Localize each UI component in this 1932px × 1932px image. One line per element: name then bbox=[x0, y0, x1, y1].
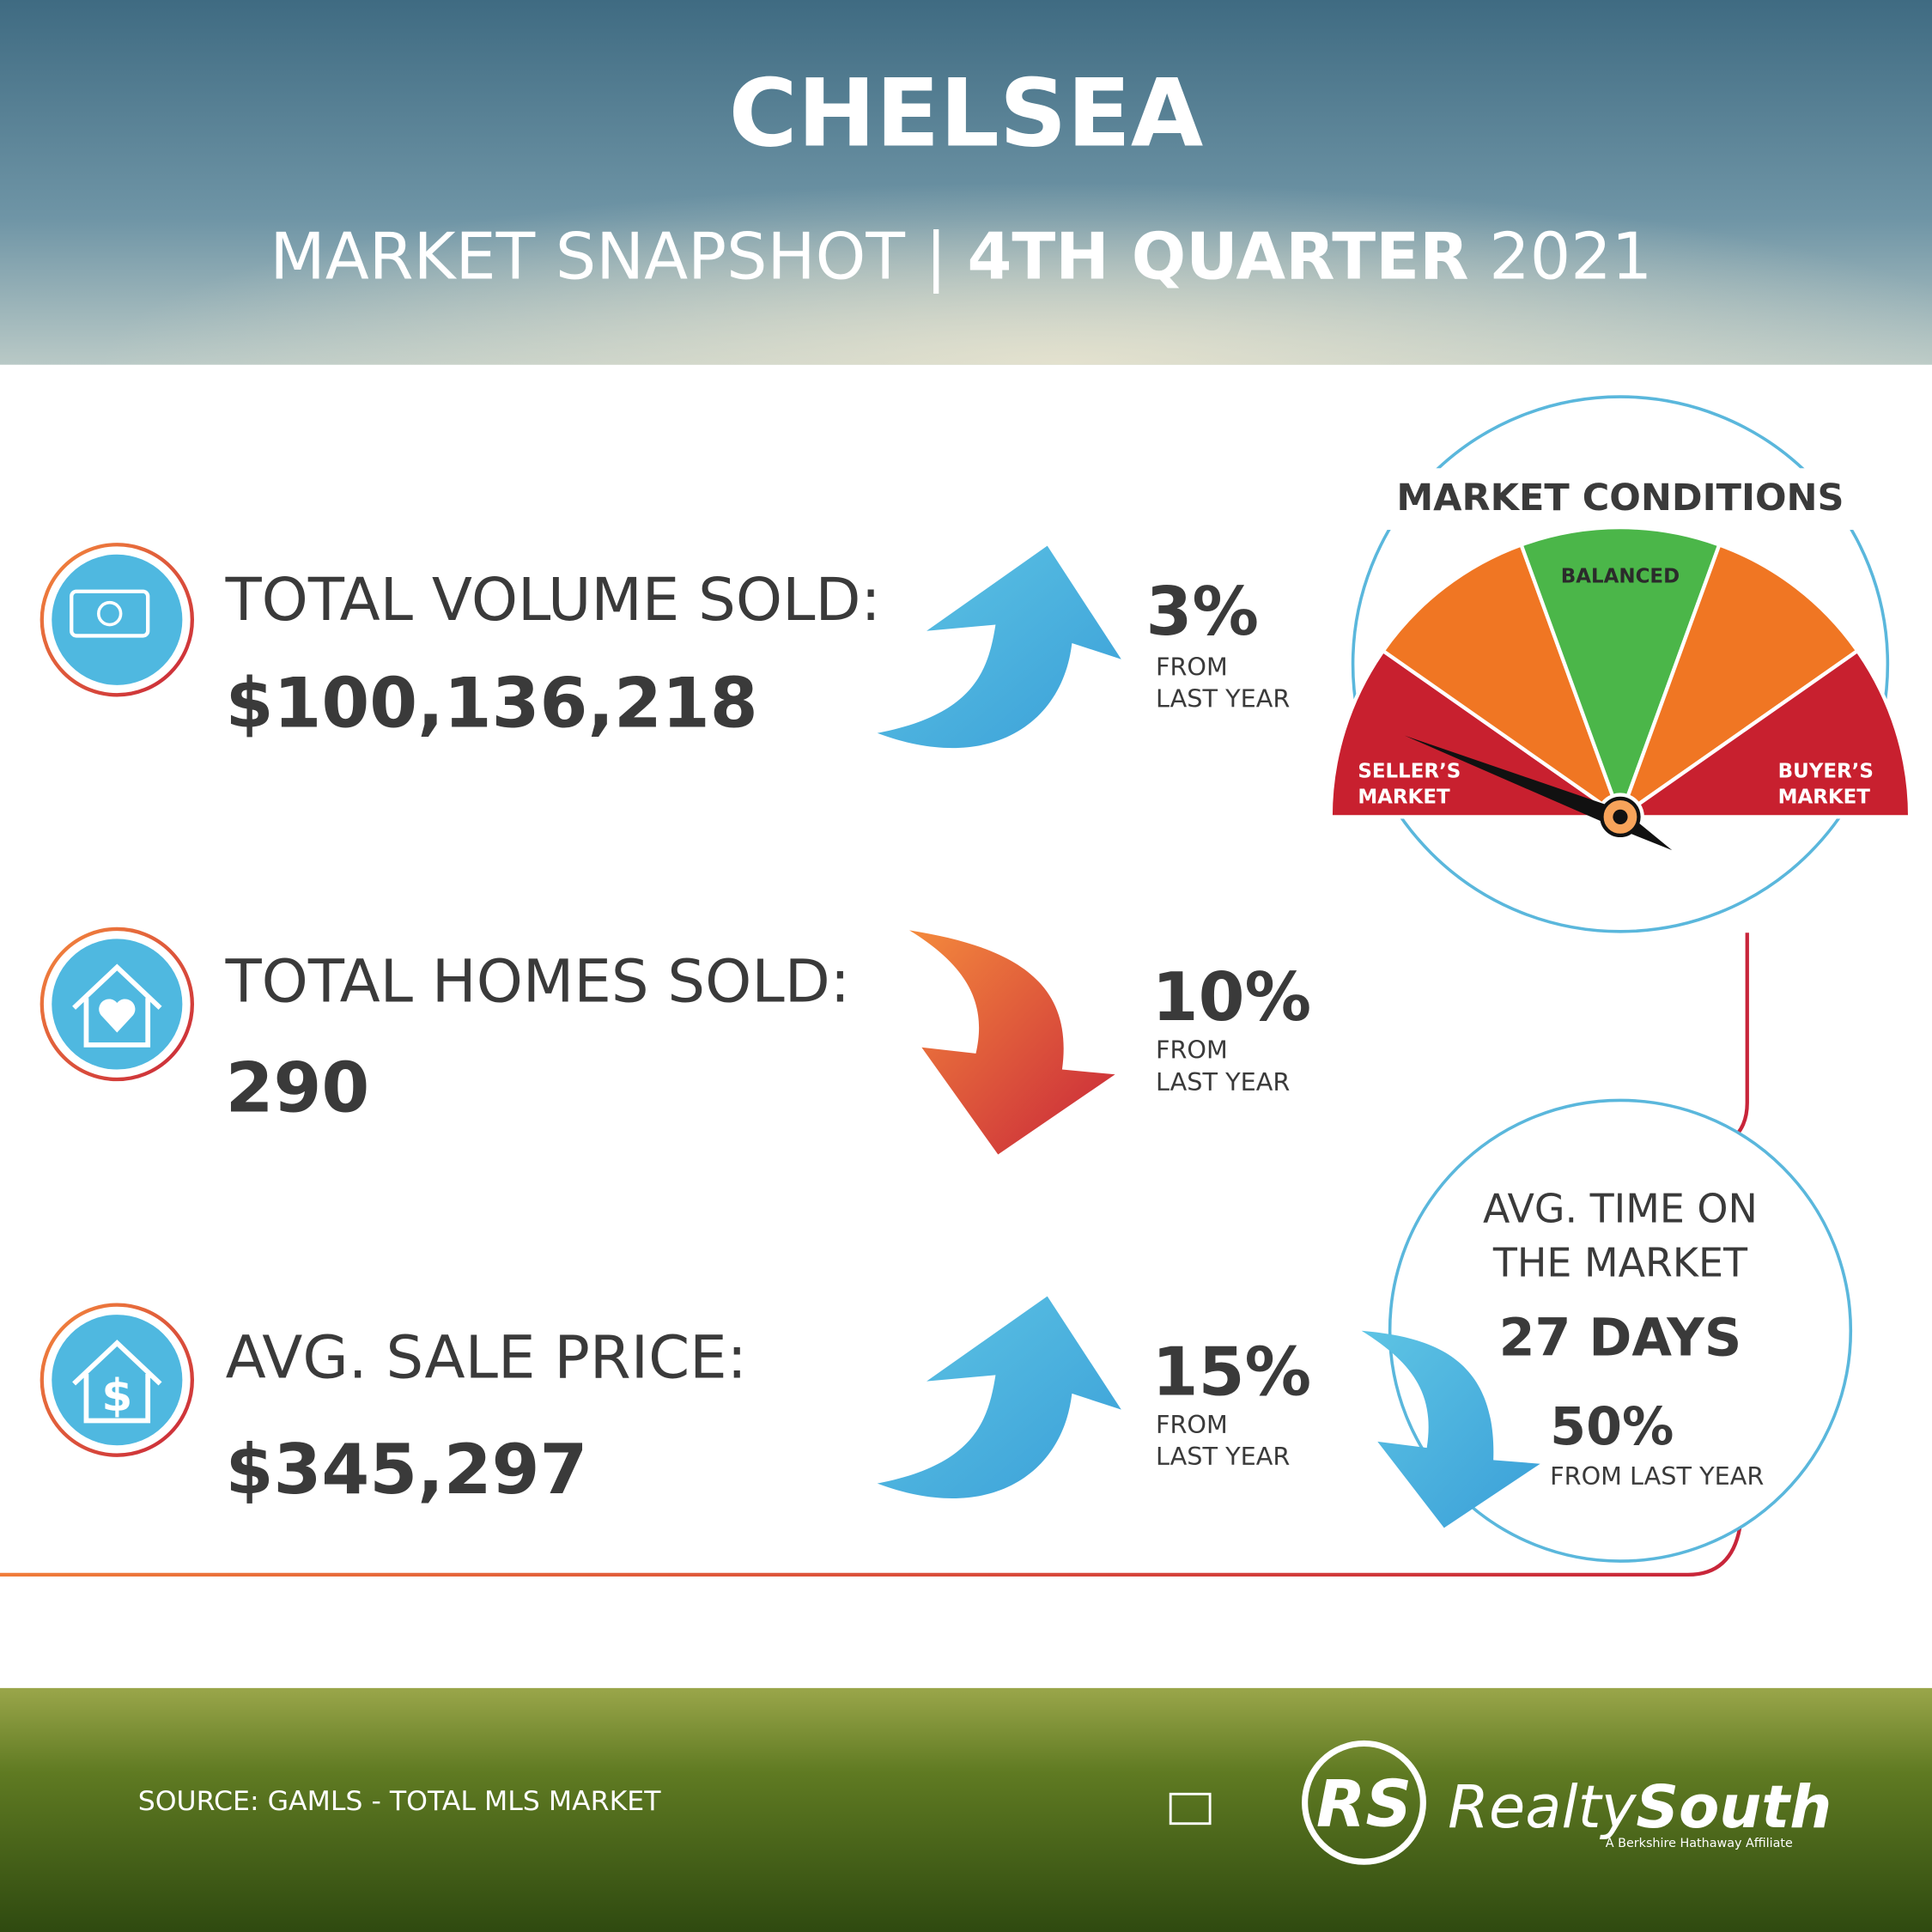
year: 2021 bbox=[1489, 219, 1652, 294]
icon-ring bbox=[39, 1303, 195, 1457]
metric-value: $345,297 bbox=[226, 1429, 588, 1510]
metric-label: TOTAL HOMES SOLD: bbox=[225, 948, 850, 1017]
time-note: FROM LAST YEAR bbox=[1550, 1461, 1764, 1491]
metric-note: LAST YEAR bbox=[1156, 1442, 1290, 1471]
metric-label: AVG. SALE PRICE: bbox=[226, 1323, 747, 1392]
time-change: 50% bbox=[1550, 1397, 1674, 1457]
metric-note: LAST YEAR bbox=[1156, 1067, 1290, 1097]
gauge-segment bbox=[1636, 647, 1912, 819]
gauge bbox=[1328, 526, 1912, 819]
metric-change: 15% bbox=[1152, 1334, 1311, 1411]
metric-note: FROM bbox=[1156, 1410, 1228, 1439]
dollar-glyph: $ bbox=[101, 1370, 132, 1422]
up-arrow bbox=[877, 545, 1121, 749]
bill bbox=[70, 589, 150, 638]
subtitle-lead: MARKET SNAPSHOT bbox=[270, 219, 905, 294]
equal-housing-icon bbox=[1169, 1792, 1212, 1826]
time-circle bbox=[1388, 1098, 1853, 1563]
icon-ring bbox=[39, 543, 195, 697]
quarter: 4TH QUARTER bbox=[967, 219, 1468, 294]
time-value: 27 DAYS bbox=[1499, 1308, 1742, 1368]
down-arrow bbox=[908, 930, 1115, 1155]
time-label: THE MARKET bbox=[1492, 1240, 1748, 1286]
metric-value: $100,136,218 bbox=[226, 663, 758, 744]
house bbox=[72, 1340, 162, 1424]
icon-ring bbox=[39, 927, 195, 1082]
gauge-segment bbox=[1380, 542, 1615, 807]
header-glow bbox=[0, 0, 1932, 365]
icons: $ bbox=[39, 543, 195, 1457]
needle-pin bbox=[1613, 809, 1628, 824]
metric-change: 3% bbox=[1146, 574, 1260, 651]
gauge-label: BUYER’S bbox=[1778, 760, 1874, 782]
gauge-segment bbox=[1625, 542, 1861, 807]
metric-note: FROM bbox=[1156, 652, 1228, 681]
gauge-label: MARKET bbox=[1358, 787, 1450, 809]
heart bbox=[99, 999, 136, 1033]
gauge-label: BALANCED bbox=[1561, 566, 1680, 588]
source: SOURCE: GAMLS - TOTAL MLS MARKET bbox=[138, 1786, 661, 1817]
metric-change: 10% bbox=[1152, 959, 1311, 1036]
gauge-segment bbox=[1518, 526, 1722, 799]
title-mask bbox=[1380, 468, 1861, 531]
down-arrow bbox=[1361, 1330, 1540, 1528]
gauge-label: MARKET bbox=[1778, 787, 1871, 809]
footer-bg bbox=[0, 1687, 1932, 1932]
up-arrow bbox=[877, 1296, 1121, 1499]
logo-realty: Realty bbox=[1448, 1773, 1637, 1842]
metric-value: 290 bbox=[226, 1047, 370, 1127]
coin bbox=[97, 600, 123, 627]
logo-ring bbox=[1302, 1740, 1426, 1865]
logo-mark: RS bbox=[1316, 1767, 1412, 1842]
metric-label: TOTAL VOLUME SOLD: bbox=[225, 566, 881, 635]
gauge-title: MARKET CONDITIONS bbox=[1396, 477, 1844, 519]
logo-tagline: A Berkshire Hathaway Affiliate bbox=[1606, 1837, 1793, 1850]
title: CHELSEA bbox=[729, 58, 1204, 167]
house bbox=[72, 963, 162, 1048]
time-label: AVG. TIME ON bbox=[1483, 1185, 1758, 1231]
rule bbox=[0, 1527, 1742, 1577]
logo-text: RealtySouth bbox=[1448, 1773, 1832, 1842]
metric-note: LAST YEAR bbox=[1156, 684, 1290, 714]
gauge-label: SELLER’S bbox=[1358, 760, 1461, 782]
separator: | bbox=[926, 219, 947, 294]
subtitle: MARKET SNAPSHOT | 4TH QUARTER 2021 bbox=[270, 219, 1652, 294]
metric-note: FROM bbox=[1156, 1036, 1228, 1065]
logo-south: South bbox=[1636, 1773, 1832, 1842]
